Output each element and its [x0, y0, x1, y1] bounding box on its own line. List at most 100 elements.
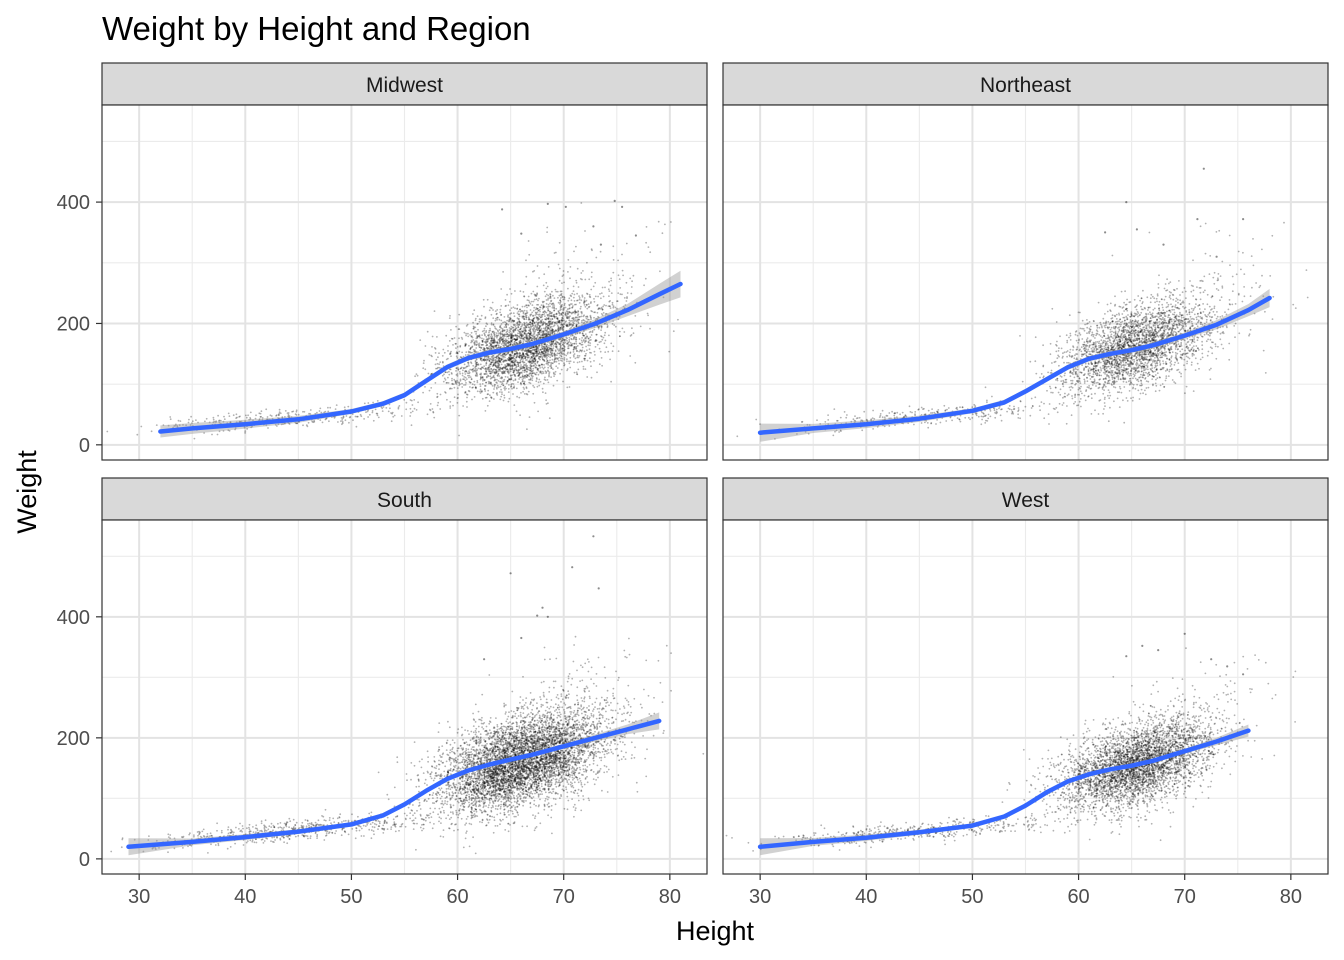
scatter-point — [1179, 299, 1181, 302]
scatter-point — [549, 311, 551, 313]
scatter-point — [535, 337, 538, 340]
scatter-point — [487, 374, 489, 377]
scatter-point — [508, 378, 510, 381]
scatter-point — [510, 327, 513, 330]
scatter-point — [494, 356, 497, 359]
scatter-point — [511, 387, 513, 390]
scatter-point — [561, 282, 563, 284]
scatter-point — [505, 344, 508, 347]
scatter-point — [510, 340, 513, 343]
scatter-point — [526, 353, 529, 356]
scatter-point — [532, 318, 535, 320]
scatter-point — [578, 298, 581, 301]
scatter-point — [524, 357, 527, 360]
scatter-point — [487, 393, 489, 395]
scatter-point — [501, 370, 504, 373]
scatter-point — [1102, 341, 1104, 344]
scatter-point — [556, 320, 559, 323]
scatter-point — [547, 361, 550, 364]
scatter-point — [428, 408, 431, 411]
scatter-point — [530, 370, 533, 373]
scatter-point — [475, 386, 477, 389]
scatter-point — [566, 317, 569, 319]
scatter-point — [547, 309, 550, 312]
scatter-point — [499, 361, 502, 364]
scatter-point — [513, 353, 516, 355]
scatter-point — [522, 365, 525, 368]
scatter-point — [563, 342, 566, 345]
scatter-point — [523, 382, 525, 385]
scatter-point — [551, 362, 553, 364]
scatter-point — [584, 340, 587, 342]
scatter-point — [515, 352, 518, 355]
scatter-point — [571, 306, 574, 309]
scatter-point — [585, 299, 588, 302]
scatter-point — [422, 367, 425, 370]
scatter-point — [603, 304, 606, 306]
scatter-point — [557, 329, 560, 332]
scatter-point — [549, 347, 551, 349]
scatter-point — [575, 338, 577, 341]
scatter-point — [227, 412, 230, 415]
scatter-point — [549, 356, 552, 359]
scatter-point — [1140, 373, 1142, 376]
scatter-point — [528, 361, 531, 364]
scatter-point — [611, 323, 614, 325]
scatter-point — [568, 317, 570, 319]
scatter-point — [573, 346, 576, 348]
scatter-point — [499, 336, 502, 338]
scatter-point — [500, 313, 503, 316]
scatter-point — [523, 380, 526, 383]
scatter-point — [546, 343, 548, 346]
scatter-point — [476, 315, 479, 318]
scatter-point — [459, 383, 461, 386]
scatter-point — [677, 318, 679, 321]
scatter-point — [484, 385, 486, 387]
scatter-point — [524, 330, 527, 332]
scatter-point — [520, 334, 523, 336]
scatter-point — [578, 338, 581, 340]
scatter-point — [1167, 344, 1169, 347]
scatter-point — [501, 329, 504, 332]
scatter-point — [533, 306, 536, 309]
scatter-point — [551, 315, 554, 318]
scatter-point — [563, 319, 565, 322]
scatter-point — [559, 372, 561, 375]
scatter-point — [520, 341, 523, 344]
scatter-point — [516, 307, 519, 310]
scatter-point — [498, 318, 501, 321]
scatter-point — [511, 350, 514, 353]
scatter-point — [586, 336, 589, 338]
scatter-point — [1123, 301, 1125, 304]
scatter-point — [313, 421, 316, 423]
scatter-point — [571, 319, 573, 322]
scatter-point — [1164, 319, 1167, 322]
scatter-point — [538, 337, 541, 340]
scatter-point — [436, 392, 439, 395]
scatter-point — [505, 324, 507, 327]
scatter-point — [1159, 354, 1162, 357]
scatter-point — [515, 366, 517, 369]
scatter-point — [475, 337, 478, 340]
scatter-point — [560, 319, 563, 321]
scatter-point — [545, 330, 548, 333]
scatter-point — [556, 352, 559, 355]
scatter-point — [500, 363, 503, 366]
scatter-point — [569, 327, 571, 330]
scatter-point — [454, 381, 457, 383]
scatter-point — [510, 357, 513, 360]
scatter-point — [545, 348, 548, 351]
scatter-point — [543, 300, 545, 303]
scatter-point — [587, 303, 590, 305]
scatter-point — [521, 375, 524, 378]
scatter-point — [518, 361, 520, 364]
scatter-point — [497, 359, 500, 361]
scatter-point — [424, 386, 426, 388]
scatter-point — [506, 328, 509, 331]
scatter-point — [471, 383, 474, 386]
scatter-point — [547, 316, 550, 319]
scatter-point — [514, 378, 517, 380]
scatter-point — [512, 364, 515, 367]
scatter-point — [527, 323, 530, 326]
scatter-point — [543, 290, 546, 293]
